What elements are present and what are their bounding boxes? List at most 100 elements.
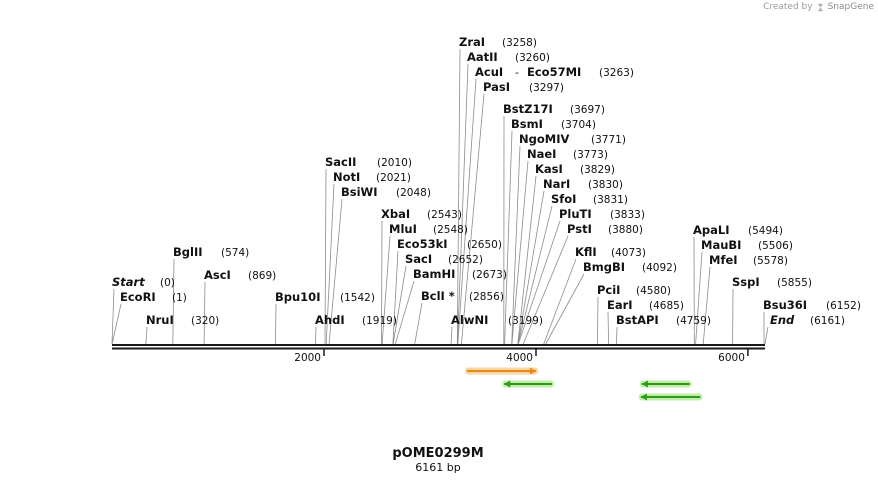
feature-arrowhead <box>640 393 647 401</box>
site-leader-line <box>381 235 391 345</box>
site-name-label: ZraI <box>459 35 485 49</box>
site-position-label: (2010) <box>377 157 412 169</box>
site-position-label: (574) <box>221 247 249 259</box>
site-position-label: (2048) <box>396 187 431 199</box>
site-name-label: SacII <box>325 155 356 169</box>
site-position-label: (0) <box>160 277 175 289</box>
backbone <box>112 344 765 350</box>
site-name-label: BclI * <box>421 289 455 303</box>
site-position-label: (2548) <box>433 224 468 236</box>
site-labels: Start (0) EcoRI (1) NruI (320) BglII (574) AscI (… <box>112 35 861 327</box>
site-leader-line <box>172 258 175 345</box>
site-name-label: KflI <box>575 245 597 259</box>
site-position-label: (2650) <box>467 239 502 251</box>
site-name-label: BsiWI <box>341 185 378 199</box>
feature-arrow-orange-right <box>465 367 538 375</box>
site-leader-line <box>597 296 599 345</box>
site-position-label: (2021) <box>376 172 411 184</box>
site-position-label: (3833) <box>610 209 645 221</box>
site-leader-line <box>111 288 115 345</box>
site-position-label: (3829) <box>580 164 615 176</box>
site-position-label: (1) <box>172 292 187 304</box>
axis-tick-label: 6000 <box>718 352 745 364</box>
site-name-label: KasI <box>535 162 563 176</box>
site-name-label: PluTI <box>559 207 592 221</box>
site-leader-line <box>145 326 148 345</box>
site-leader-line <box>325 183 335 345</box>
site-leader-line <box>702 266 711 345</box>
site-name-label: SacI <box>405 252 432 266</box>
site-name-label: BamHI <box>413 267 455 281</box>
site-position-label: (4092) <box>642 262 677 274</box>
site-name-label: Eco53kI <box>397 237 448 251</box>
site-leader-line <box>517 190 545 345</box>
site-name-label: BglII <box>173 245 203 259</box>
site-name-label: Bsu36I <box>763 298 807 312</box>
site-name-label: XbaI <box>381 207 410 221</box>
site-position-label: (5494) <box>748 225 783 237</box>
site-name-label: AscI <box>204 268 231 282</box>
site-name-label: BstAPI <box>616 313 659 327</box>
site-position-label: (4759) <box>676 315 711 327</box>
site-name-label: Start <box>112 275 145 289</box>
site-leader-line <box>511 145 521 345</box>
axis-ticks: 2000 4000 6000 <box>294 349 749 364</box>
credit-brand: SnapGene <box>827 2 874 12</box>
site-position-label: (3297) <box>529 82 564 94</box>
site-position-label: (3830) <box>588 179 623 191</box>
site-position-label: (4685) <box>649 300 684 312</box>
site-position-label: (3704) <box>561 119 596 131</box>
site-leader-line <box>324 168 327 345</box>
site-leader-line <box>328 198 343 345</box>
site-position-label: (5506) <box>758 240 793 252</box>
site-leader-line <box>517 175 537 345</box>
site-name-label: NotI <box>333 170 360 184</box>
site-leader-line <box>457 63 469 345</box>
site-position-label: (3831) <box>593 194 628 206</box>
feature-arrowhead <box>504 380 511 388</box>
site-position-label: (5855) <box>777 277 812 289</box>
site-position-label: (2673) <box>472 269 507 281</box>
site-leader-lines <box>111 48 769 345</box>
site-position-label: (3771) <box>591 134 626 146</box>
site-name-label: PasI <box>483 80 510 94</box>
feature-arrows <box>465 367 703 401</box>
credit-text: Created by <box>763 2 813 12</box>
site-leader-line <box>275 303 277 345</box>
site-position-label: (6152) <box>826 300 861 312</box>
site-position-label: (6161) <box>810 315 845 327</box>
site-leader-line <box>392 265 407 345</box>
site-leader-line <box>522 235 569 345</box>
feature-arrow-green-left <box>639 380 692 388</box>
site-leader-line <box>394 280 415 345</box>
site-name-label: MauBI <box>701 238 741 252</box>
site-leader-line <box>315 326 317 345</box>
site-leader-line <box>203 281 206 345</box>
plasmid-name: pOME0299M <box>392 446 483 461</box>
site-name-label: Bpu10I <box>275 290 320 304</box>
site-leader-line <box>517 220 561 345</box>
acu-eco57mi-separator: - <box>515 67 519 79</box>
site-name-label: Eco57MI <box>527 65 581 79</box>
site-name-label: AlwNI <box>451 313 488 327</box>
site-position-label: (3880) <box>608 224 643 236</box>
site-name-label: PciI <box>597 283 620 297</box>
site-position-label: (3773) <box>573 149 608 161</box>
site-position-label: (869) <box>248 270 276 282</box>
site-position-label: (3263) <box>599 67 634 79</box>
site-leader-line <box>545 273 585 345</box>
site-leader-line <box>543 258 577 345</box>
site-leader-line <box>456 48 461 345</box>
site-name-label: BstZ17I <box>503 102 553 116</box>
site-leader-line <box>695 251 703 345</box>
site-name-label: AatII <box>467 50 498 64</box>
site-position-label: (3260) <box>515 52 550 64</box>
site-position-label: (4580) <box>636 285 671 297</box>
site-position-label: (1919) <box>362 315 397 327</box>
site-leader-line <box>461 93 485 345</box>
site-name-label: NruI <box>146 313 174 327</box>
site-leader-line <box>450 326 453 345</box>
feature-arrowhead <box>641 380 648 388</box>
site-position-label: (2652) <box>448 254 483 266</box>
